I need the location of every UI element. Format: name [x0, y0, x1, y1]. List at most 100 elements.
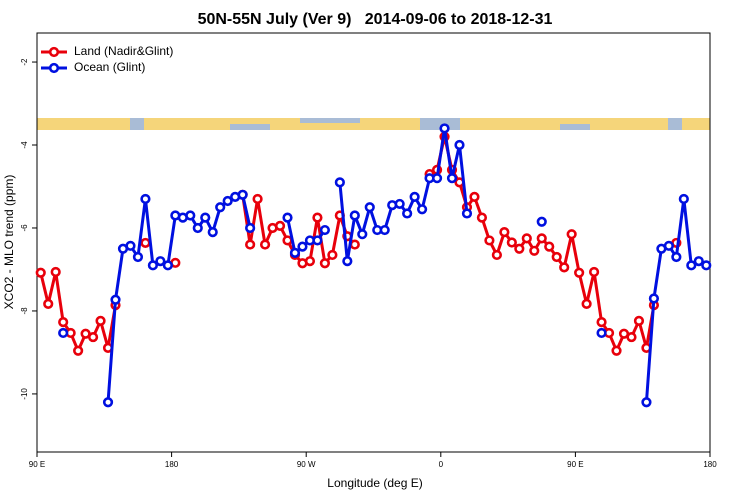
x-tick-label: 0	[439, 460, 444, 469]
plot-frame	[36, 32, 711, 453]
map-ocean	[668, 118, 682, 130]
data-point	[35, 267, 46, 278]
y-tick-label: -2	[20, 58, 29, 66]
data-point	[95, 315, 106, 327]
data-point	[207, 227, 218, 238]
map-ocean	[130, 118, 144, 130]
data-point	[588, 266, 600, 278]
data-point	[349, 239, 360, 250]
data-point	[319, 258, 330, 269]
data-point	[192, 222, 203, 234]
data-point	[43, 298, 54, 309]
data-point	[454, 139, 465, 151]
data-point	[259, 239, 271, 250]
data-point	[274, 220, 286, 232]
data-point	[701, 260, 712, 271]
data-point	[394, 198, 405, 210]
data-point	[686, 260, 697, 271]
data-point	[693, 256, 704, 267]
data-point	[596, 327, 607, 339]
data-point	[514, 243, 525, 254]
data-point	[140, 237, 151, 249]
map-ocean	[230, 124, 270, 130]
data-point	[125, 240, 136, 251]
chart-title: 50N-55N July (Ver 9) 2014-09-06 to 2018-…	[198, 11, 553, 28]
data-point	[282, 212, 293, 223]
data-point	[499, 227, 510, 238]
legend-marker	[48, 46, 60, 58]
data-point	[551, 251, 562, 263]
data-point	[162, 260, 173, 271]
map-ocean	[300, 118, 360, 123]
map-land	[37, 118, 710, 130]
data-point	[110, 294, 121, 305]
x-tick-label: 180	[703, 460, 717, 469]
legend-label: Land (Nadir&Glint)	[74, 44, 173, 58]
data-point	[327, 249, 338, 261]
map-ocean	[560, 124, 590, 130]
data-point	[663, 240, 674, 251]
data-point	[596, 317, 607, 328]
data-point	[536, 216, 547, 227]
data-point	[529, 245, 540, 256]
data-point	[140, 193, 151, 205]
data-point	[521, 233, 532, 244]
data-point	[334, 177, 345, 188]
data-point	[304, 256, 316, 267]
map-ocean	[420, 118, 460, 130]
data-point	[297, 241, 308, 252]
data-point	[491, 249, 502, 261]
data-point	[566, 229, 577, 240]
x-tick-label: 90 E	[567, 460, 583, 469]
data-point	[73, 345, 84, 356]
data-point	[476, 212, 488, 223]
data-point	[357, 229, 368, 240]
y-tick-label: -4	[20, 141, 29, 149]
data-point	[252, 193, 263, 205]
data-point	[417, 204, 428, 215]
data-point	[342, 256, 353, 267]
data-point	[87, 331, 99, 343]
data-point	[446, 173, 458, 184]
data-point	[364, 202, 375, 213]
data-point	[222, 195, 233, 207]
y-tick-label: -8	[20, 307, 29, 315]
x-tick-label: 90 W	[297, 460, 316, 469]
data-point	[245, 239, 256, 250]
data-point	[678, 193, 689, 205]
data-point	[58, 327, 69, 339]
data-point	[245, 222, 256, 234]
data-point	[185, 210, 196, 221]
legend-marker	[48, 62, 60, 74]
data-point	[132, 251, 144, 263]
data-point	[648, 293, 660, 304]
data-point	[633, 315, 645, 327]
data-point	[312, 212, 323, 223]
data-point	[215, 202, 226, 213]
data-point	[469, 191, 480, 202]
legend-label: Ocean (Glint)	[74, 60, 145, 74]
data-point	[155, 256, 166, 267]
data-point	[574, 267, 585, 278]
x-tick-label: 180	[165, 460, 179, 469]
y-tick-label: -10	[20, 388, 29, 400]
data-point	[461, 208, 473, 219]
data-point	[559, 262, 570, 273]
data-point	[319, 224, 330, 236]
data-point	[506, 237, 517, 248]
y-axis-label: XCO2 - MLO trend (ppm)	[2, 175, 16, 310]
data-point	[431, 173, 443, 184]
map-strip	[37, 118, 710, 130]
data-point	[671, 251, 682, 263]
data-point	[536, 233, 547, 244]
data-point	[50, 266, 61, 278]
legend: Land (Nadir&Glint) Ocean (Glint)	[41, 44, 173, 74]
data-point	[147, 260, 159, 271]
data-point	[626, 331, 637, 343]
data-point	[200, 212, 211, 223]
data-point	[402, 208, 413, 219]
data-point	[439, 123, 450, 134]
data-point	[611, 345, 622, 356]
data-point	[544, 241, 555, 252]
